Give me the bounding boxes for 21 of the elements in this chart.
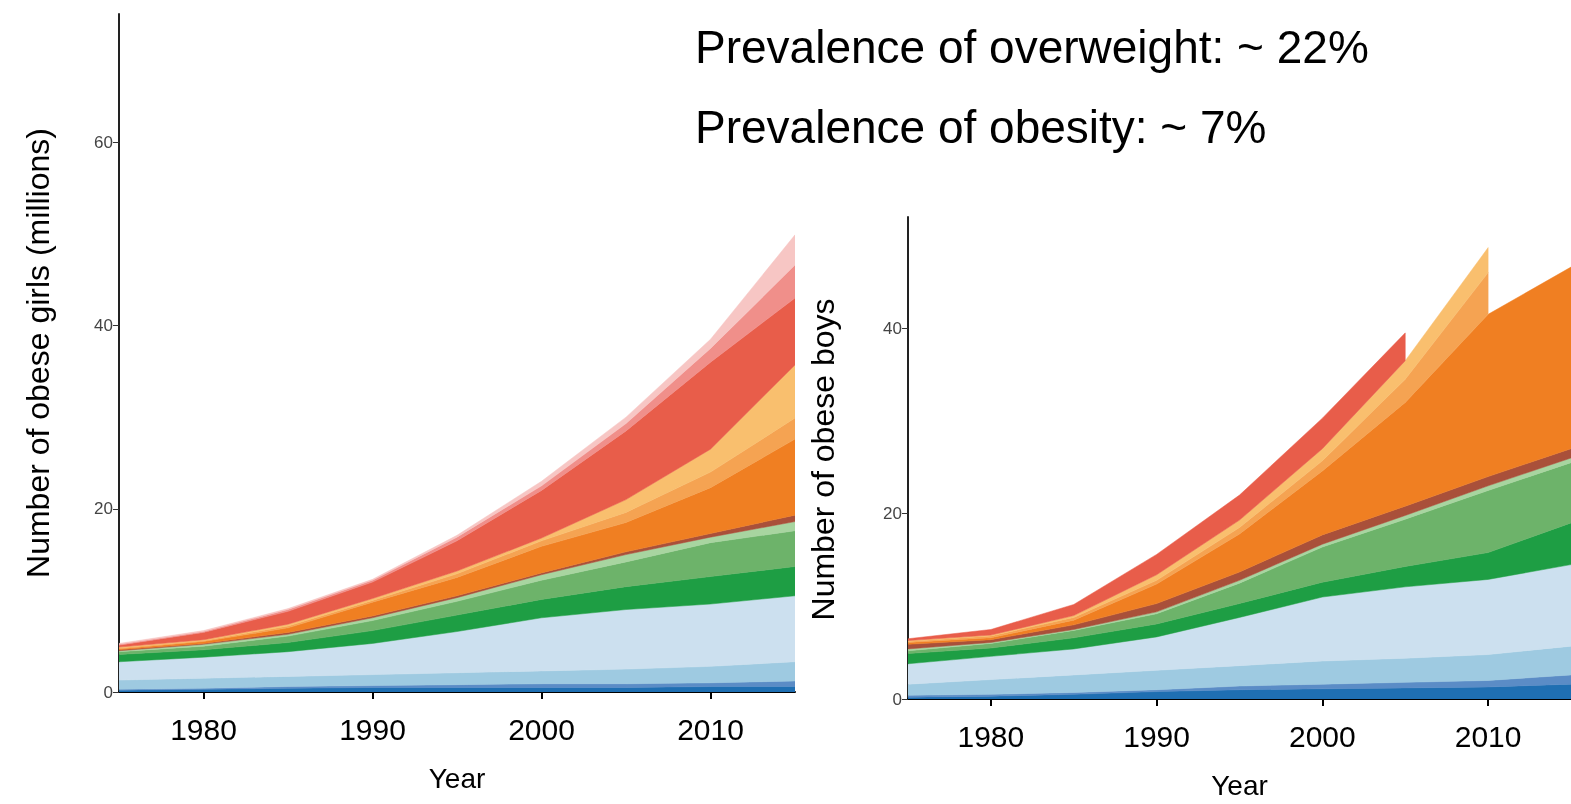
y-tick-label: 40 [94,316,113,336]
x-tick-label: 2000 [508,712,575,746]
y-tick-label: 0 [892,689,902,709]
y-tick-label: 20 [94,499,113,519]
annotation: Prevalence of overweight: ~ 22% [695,21,1369,73]
y-tick-label: 60 [94,132,113,152]
x-axis-title: Year [428,762,486,794]
x-tick-label: 2000 [1289,719,1356,753]
x-tick-label: 1980 [957,719,1025,753]
x-tick-label: 2010 [1454,719,1522,753]
y-tick-label: 20 [883,504,902,524]
x-tick-label: 1980 [170,712,237,746]
x-tick-label: 1990 [339,712,406,746]
y-axis-title: Number of obese boys [805,298,841,621]
x-tick-label: 1990 [1123,719,1190,753]
x-axis-title: Year [1211,769,1268,801]
annotation: Prevalence of obesity: ~ 7% [695,101,1267,153]
y-tick-label: 40 [883,318,902,338]
y-tick-label: 0 [103,682,113,702]
x-tick-label: 2010 [677,712,744,746]
y-axis-title: Number of obese girls (millions) [20,128,56,578]
